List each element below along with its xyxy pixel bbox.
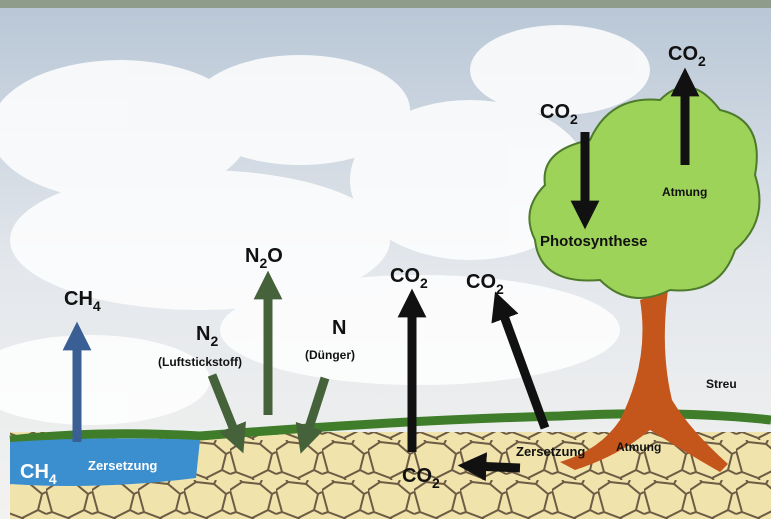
caption: Zersetzung	[516, 444, 585, 459]
subscript: 2	[432, 475, 440, 491]
subscript: 2	[496, 281, 504, 297]
formula-part: CH	[20, 461, 49, 483]
caption: Zersetzung	[88, 458, 157, 473]
formula-part: N	[245, 245, 259, 267]
formula-part: CO	[540, 101, 570, 123]
subscript: 4	[49, 471, 57, 487]
formula-part: CO	[390, 265, 420, 287]
formula-part: N	[196, 323, 210, 345]
caption: Atmung	[616, 440, 661, 454]
caption: Streu	[706, 377, 737, 391]
formula-part: O	[267, 245, 283, 267]
subscript: 2	[420, 275, 428, 291]
gas-label: N	[332, 317, 346, 339]
formula-part: CO	[402, 465, 432, 487]
formula-part: CH	[64, 288, 93, 310]
formula-part: CO	[668, 43, 698, 65]
subscript: 2	[698, 53, 706, 69]
subscript: 2	[259, 255, 267, 271]
caption: Photosynthese	[540, 233, 648, 250]
diagram: CH4N2ON2NCO2CO2CO2CO2CO2CH4(Luftsticksto…	[0, 0, 771, 519]
caption: Atmung	[662, 185, 707, 199]
formula-part: CO	[466, 271, 496, 293]
caption: (Dünger)	[305, 348, 355, 362]
subscript: 2	[570, 111, 578, 127]
subscript: 4	[93, 298, 101, 314]
subscript: 2	[210, 333, 218, 349]
top-bar	[0, 0, 771, 8]
caption: (Luftstickstoff)	[158, 355, 242, 369]
formula-part: N	[332, 317, 346, 339]
